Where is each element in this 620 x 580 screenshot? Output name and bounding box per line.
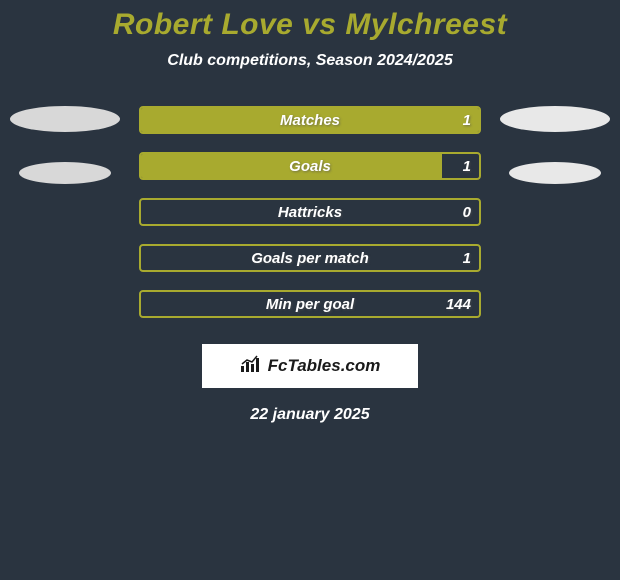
stat-bar-label: Hattricks — [141, 200, 479, 224]
source-logo-text: FcTables.com — [268, 356, 381, 376]
stat-bar-value: 1 — [463, 108, 471, 132]
stat-bar: Goals per match 1 — [139, 244, 481, 272]
stat-bar-value: 144 — [446, 292, 471, 316]
page-title: Robert Love vs Mylchreest — [0, 0, 620, 42]
comparison-infographic: Robert Love vs Mylchreest Club competiti… — [0, 0, 620, 580]
stat-bar: Goals 1 — [139, 152, 481, 180]
source-logo: FcTables.com — [202, 344, 418, 388]
content-row: Matches 1 Goals 1 Hattricks 0 Goals per … — [0, 106, 620, 318]
stat-bar-label: Goals per match — [141, 246, 479, 270]
stat-bar-value: 1 — [463, 246, 471, 270]
stat-bars: Matches 1 Goals 1 Hattricks 0 Goals per … — [139, 106, 481, 318]
stat-bar-label: Goals — [141, 154, 479, 178]
snapshot-date: 22 january 2025 — [0, 406, 620, 424]
bar-chart-icon — [240, 355, 262, 378]
page-subtitle: Club competitions, Season 2024/2025 — [0, 52, 620, 70]
player1-placeholder-oval-2 — [19, 162, 111, 184]
stat-bar-value: 1 — [463, 154, 471, 178]
stat-bar-label: Matches — [141, 108, 479, 132]
stat-bar: Hattricks 0 — [139, 198, 481, 226]
right-avatar-column — [495, 106, 615, 184]
stat-bar: Min per goal 144 — [139, 290, 481, 318]
player1-placeholder-oval-1 — [10, 106, 120, 132]
player2-placeholder-oval-1 — [500, 106, 610, 132]
stat-bar-value: 0 — [463, 200, 471, 224]
stat-bar: Matches 1 — [139, 106, 481, 134]
player2-placeholder-oval-2 — [509, 162, 601, 184]
left-avatar-column — [5, 106, 125, 184]
stat-bar-label: Min per goal — [141, 292, 479, 316]
